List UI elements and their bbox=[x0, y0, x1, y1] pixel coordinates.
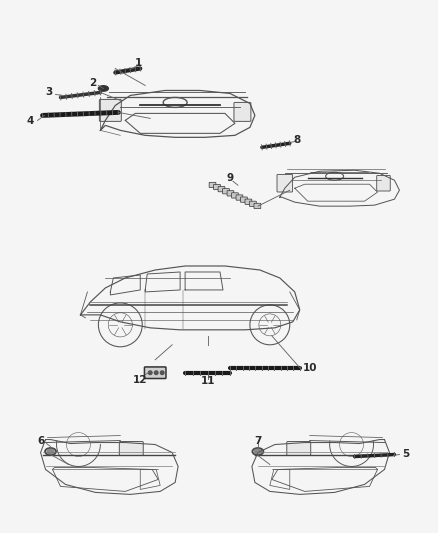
FancyBboxPatch shape bbox=[99, 100, 121, 122]
Text: 11: 11 bbox=[201, 376, 215, 386]
FancyBboxPatch shape bbox=[223, 189, 230, 194]
FancyBboxPatch shape bbox=[145, 367, 166, 378]
Text: 5: 5 bbox=[402, 448, 409, 458]
Ellipse shape bbox=[47, 449, 54, 454]
FancyBboxPatch shape bbox=[218, 187, 225, 192]
Text: 3: 3 bbox=[45, 87, 52, 98]
FancyBboxPatch shape bbox=[254, 203, 261, 208]
FancyBboxPatch shape bbox=[245, 199, 252, 204]
FancyBboxPatch shape bbox=[232, 193, 238, 198]
Text: 9: 9 bbox=[226, 173, 233, 183]
FancyBboxPatch shape bbox=[377, 175, 390, 191]
FancyBboxPatch shape bbox=[287, 441, 311, 456]
Text: 12: 12 bbox=[133, 375, 148, 385]
FancyBboxPatch shape bbox=[250, 201, 256, 206]
Text: 8: 8 bbox=[293, 135, 300, 146]
FancyBboxPatch shape bbox=[209, 182, 216, 188]
Text: 7: 7 bbox=[254, 435, 261, 446]
Text: 4: 4 bbox=[27, 116, 34, 126]
Text: 10: 10 bbox=[303, 363, 317, 373]
FancyBboxPatch shape bbox=[236, 195, 243, 200]
Ellipse shape bbox=[254, 449, 261, 454]
Text: 2: 2 bbox=[89, 78, 96, 88]
FancyBboxPatch shape bbox=[119, 441, 143, 456]
Text: 1: 1 bbox=[134, 58, 142, 68]
Ellipse shape bbox=[99, 86, 108, 91]
FancyBboxPatch shape bbox=[234, 102, 251, 122]
Text: 6: 6 bbox=[37, 435, 44, 446]
FancyBboxPatch shape bbox=[240, 197, 247, 202]
Circle shape bbox=[148, 371, 152, 375]
FancyBboxPatch shape bbox=[277, 174, 293, 192]
Circle shape bbox=[155, 371, 158, 375]
Circle shape bbox=[160, 371, 164, 375]
FancyBboxPatch shape bbox=[227, 191, 234, 196]
FancyBboxPatch shape bbox=[214, 184, 220, 190]
